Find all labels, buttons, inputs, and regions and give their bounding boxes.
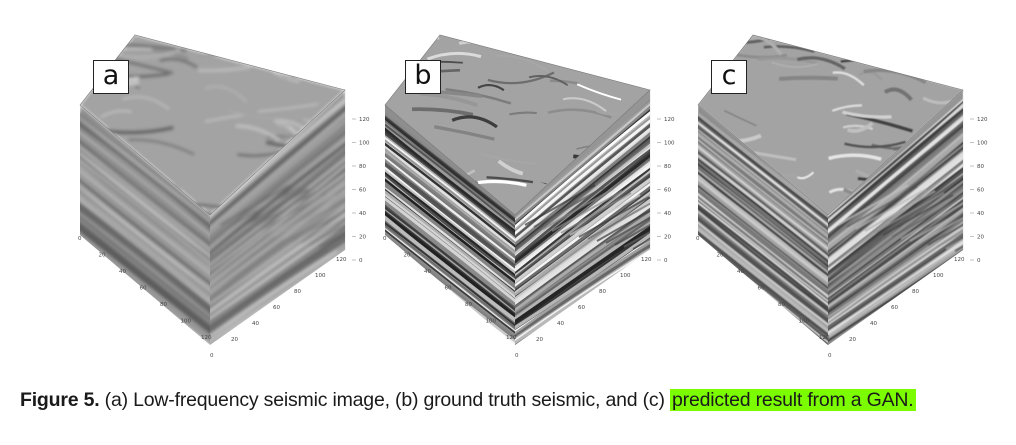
y-tick-label: 80 xyxy=(465,302,472,308)
y-tick-label: 100 xyxy=(486,319,497,325)
z-tick-label: 80 xyxy=(664,164,671,170)
y-tick-label: 100 xyxy=(799,319,810,325)
y-tick-label: 120 xyxy=(819,335,830,341)
panel-b: 0 20 40 60 80 100 120 0 20 40 60 80 100 120 0 20 40 60 80 1… xyxy=(365,0,685,365)
y-tick-label: 40 xyxy=(424,269,431,275)
z-tick-label: 20 xyxy=(664,235,671,241)
figure-caption: Figure 5. (a) Low-frequency seismic imag… xyxy=(20,389,916,412)
z-tick-label: 60 xyxy=(359,188,366,194)
z-tick-label: 40 xyxy=(664,211,671,217)
y-tick-label: 60 xyxy=(140,286,147,292)
caption-label: Figure 5. xyxy=(20,389,100,411)
y-tick-label: 80 xyxy=(778,302,785,308)
panel-label-a: a xyxy=(93,60,129,94)
x-tick-label: 40 xyxy=(870,321,877,327)
z-tick-label: 80 xyxy=(977,164,984,170)
y-tick-label: 120 xyxy=(201,335,212,341)
panel-label-c: c xyxy=(711,60,747,94)
x-tick-label: 120 xyxy=(336,257,347,263)
z-tick-label: 40 xyxy=(977,211,984,217)
z-tick-label: 60 xyxy=(664,188,671,194)
y-tick-label: 0 xyxy=(696,236,700,242)
caption-text: (a) Low-frequency seismic image, (b) gro… xyxy=(99,389,670,411)
y-tick-label: 20 xyxy=(717,253,724,259)
y-tick-label: 0 xyxy=(78,236,82,242)
x-tick-label: 120 xyxy=(954,257,965,263)
seismic-cube-b: 0 20 40 60 80 100 120 0 20 40 60 80 100 120 0 20 40 60 80 1… xyxy=(383,34,675,359)
x-tick-label: 0 xyxy=(515,353,519,359)
x-tick-label: 100 xyxy=(933,273,944,279)
panel-a: 0 20 40 60 80 100 120 0 20 40 60 80 100 120 0 20 40 60 80 1… xyxy=(60,0,380,365)
y-tick-label: 20 xyxy=(99,253,106,259)
y-tick-label: 0 xyxy=(383,236,387,242)
x-tick-label: 0 xyxy=(210,353,214,359)
panel-label-b: b xyxy=(405,60,441,94)
y-tick-label: 100 xyxy=(181,319,192,325)
x-tick-label: 60 xyxy=(578,305,585,311)
x-tick-label: 0 xyxy=(828,353,832,359)
x-tick-label: 100 xyxy=(620,273,631,279)
x-tick-label: 60 xyxy=(891,305,898,311)
x-tick-label: 100 xyxy=(315,273,326,279)
z-tick-label: 0 xyxy=(977,258,981,264)
panel-c: 0 20 40 60 80 100 120 0 20 40 60 80 100 120 0 20 40 60 80 1… xyxy=(678,0,998,365)
y-tick-label: 20 xyxy=(404,253,411,259)
x-tick-label: 20 xyxy=(231,337,238,343)
z-tick-label: 100 xyxy=(977,141,988,147)
x-tick-label: 80 xyxy=(912,289,919,295)
x-tick-label: 80 xyxy=(599,289,606,295)
z-tick-label: 40 xyxy=(359,211,366,217)
x-tick-label: 40 xyxy=(557,321,564,327)
seismic-cube-a: 0 20 40 60 80 100 120 0 20 40 60 80 100 120 0 20 40 60 80 1… xyxy=(78,34,370,359)
x-tick-label: 120 xyxy=(641,257,652,263)
x-tick-label: 80 xyxy=(294,289,301,295)
x-tick-label: 40 xyxy=(252,321,259,327)
z-tick-label: 120 xyxy=(977,117,988,123)
z-tick-label: 0 xyxy=(359,258,363,264)
z-tick-label: 120 xyxy=(664,117,675,123)
z-tick-label: 100 xyxy=(664,141,675,147)
z-tick-label: 80 xyxy=(359,164,366,170)
z-tick-label: 20 xyxy=(977,235,984,241)
z-tick-label: 0 xyxy=(664,258,668,264)
z-tick-label: 20 xyxy=(359,235,366,241)
z-tick-label: 60 xyxy=(977,188,984,194)
caption-highlight: predicted result from a GAN. xyxy=(670,389,916,411)
x-tick-label: 20 xyxy=(849,337,856,343)
z-tick-label: 120 xyxy=(359,117,370,123)
y-tick-label: 80 xyxy=(160,302,167,308)
y-tick-label: 120 xyxy=(506,335,517,341)
y-tick-label: 40 xyxy=(119,269,126,275)
seismic-cube-c: 0 20 40 60 80 100 120 0 20 40 60 80 100 120 0 20 40 60 80 1… xyxy=(696,34,988,359)
y-tick-label: 60 xyxy=(445,286,452,292)
x-tick-label: 20 xyxy=(536,337,543,343)
x-tick-label: 60 xyxy=(273,305,280,311)
y-tick-label: 40 xyxy=(737,269,744,275)
y-tick-label: 60 xyxy=(758,286,765,292)
z-tick-label: 100 xyxy=(359,141,370,147)
